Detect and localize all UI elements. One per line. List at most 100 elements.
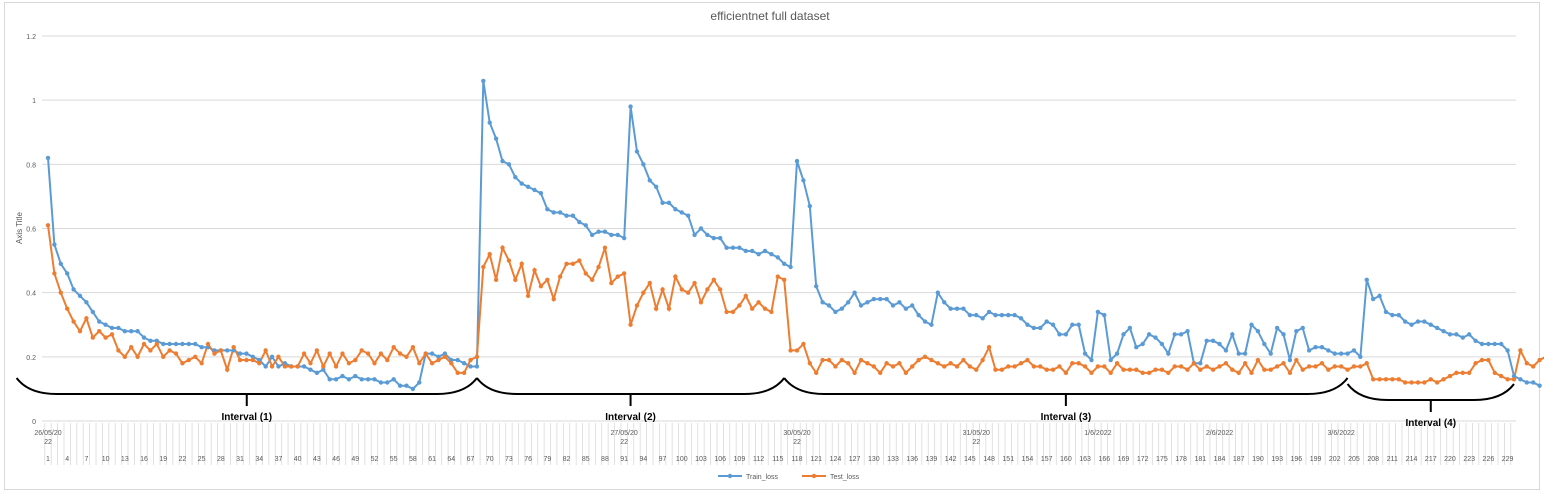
data-point <box>353 373 358 379</box>
date-label: 26/05/20 <box>34 430 61 437</box>
x-tick-label: 223 <box>1463 456 1475 463</box>
data-point <box>385 380 390 385</box>
data-point <box>692 232 697 238</box>
data-point <box>321 367 326 372</box>
data-point <box>1018 316 1024 321</box>
data-point <box>1204 338 1209 343</box>
data-point <box>762 248 768 254</box>
data-point <box>538 191 544 196</box>
data-point <box>570 261 576 266</box>
data-point <box>1319 361 1325 366</box>
data-point <box>858 303 864 308</box>
data-point <box>391 345 396 350</box>
data-point <box>167 348 172 353</box>
data-point <box>711 235 716 241</box>
data-point <box>1134 367 1139 372</box>
data-point <box>538 284 544 289</box>
data-point <box>1178 332 1184 337</box>
data-point <box>1332 351 1337 356</box>
legend: Train_loss Test_loss <box>718 473 860 481</box>
data-point <box>525 184 531 189</box>
interval-label: Interval (4) <box>1405 418 1456 429</box>
data-point <box>77 293 83 299</box>
data-point <box>97 319 102 324</box>
data-point <box>1006 364 1011 369</box>
data-point <box>1332 364 1337 369</box>
legend-swatch-marker <box>811 473 817 479</box>
x-tick-label: 109 <box>734 456 746 463</box>
data-point <box>1076 322 1081 327</box>
data-point <box>461 370 467 376</box>
data-point <box>353 357 358 363</box>
data-point <box>449 357 454 363</box>
data-point <box>1127 325 1133 331</box>
data-point <box>1108 370 1113 376</box>
data-point <box>1460 370 1465 376</box>
data-point <box>436 354 441 360</box>
data-point <box>596 229 601 234</box>
data-point <box>1236 351 1241 356</box>
data-point <box>327 351 332 356</box>
data-point <box>628 322 633 327</box>
x-tick-label: 19 <box>159 456 167 463</box>
data-point <box>826 303 832 308</box>
x-tick-label: 187 <box>1233 456 1245 463</box>
data-point <box>225 367 230 372</box>
data-point <box>807 361 813 366</box>
data-point <box>922 319 928 324</box>
data-point <box>1153 335 1158 340</box>
data-point <box>372 377 377 382</box>
data-point <box>1473 361 1478 366</box>
data-point <box>1102 312 1107 318</box>
data-point <box>1370 296 1376 302</box>
data-point <box>71 287 76 292</box>
data-point <box>1236 370 1241 376</box>
data-point <box>1486 341 1491 347</box>
data-point <box>205 345 211 350</box>
data-point <box>257 357 262 363</box>
data-point <box>1038 325 1043 331</box>
x-tick-label: 211 <box>1387 456 1398 463</box>
x-tick-label: 181 <box>1194 456 1206 463</box>
data-point <box>743 293 748 299</box>
data-point <box>916 312 921 318</box>
data-point <box>801 341 806 347</box>
data-point <box>724 309 729 315</box>
data-point <box>673 207 678 212</box>
data-point <box>1415 319 1421 324</box>
x-tick-label: 118 <box>791 456 802 463</box>
data-point <box>583 223 588 228</box>
data-point <box>186 357 192 363</box>
data-point <box>333 364 339 369</box>
data-point <box>788 264 793 270</box>
data-point <box>532 187 537 193</box>
data-point <box>1454 332 1459 337</box>
data-point <box>404 383 409 388</box>
x-tick-label: 4 <box>65 456 69 463</box>
data-point <box>397 383 403 388</box>
data-point <box>519 261 524 266</box>
data-point <box>666 200 672 206</box>
data-point <box>647 178 652 183</box>
x-tick-label: 196 <box>1290 456 1302 463</box>
data-point <box>346 361 352 366</box>
data-point <box>749 306 755 311</box>
data-point <box>602 229 608 234</box>
data-point <box>980 357 985 363</box>
data-point <box>1230 367 1235 372</box>
data-point <box>788 348 793 353</box>
x-tick-label: 10 <box>102 456 110 463</box>
data-point <box>513 174 518 180</box>
x-tick-label: 13 <box>121 456 129 463</box>
data-point <box>737 245 742 250</box>
data-point <box>634 149 640 154</box>
x-tick-label: 28 <box>217 456 225 463</box>
data-point <box>698 300 704 305</box>
data-point <box>193 341 198 347</box>
data-point <box>897 361 902 366</box>
x-tick-label: 31 <box>236 456 244 463</box>
x-axis: 1 4 7 10 13 16 19 22 25 28 31 34 37 40 43 46 49 52 55 58 61 6… <box>34 423 1514 465</box>
data-point <box>1518 377 1523 382</box>
x-tick-label: 148 <box>983 456 995 463</box>
data-point <box>1345 367 1350 372</box>
